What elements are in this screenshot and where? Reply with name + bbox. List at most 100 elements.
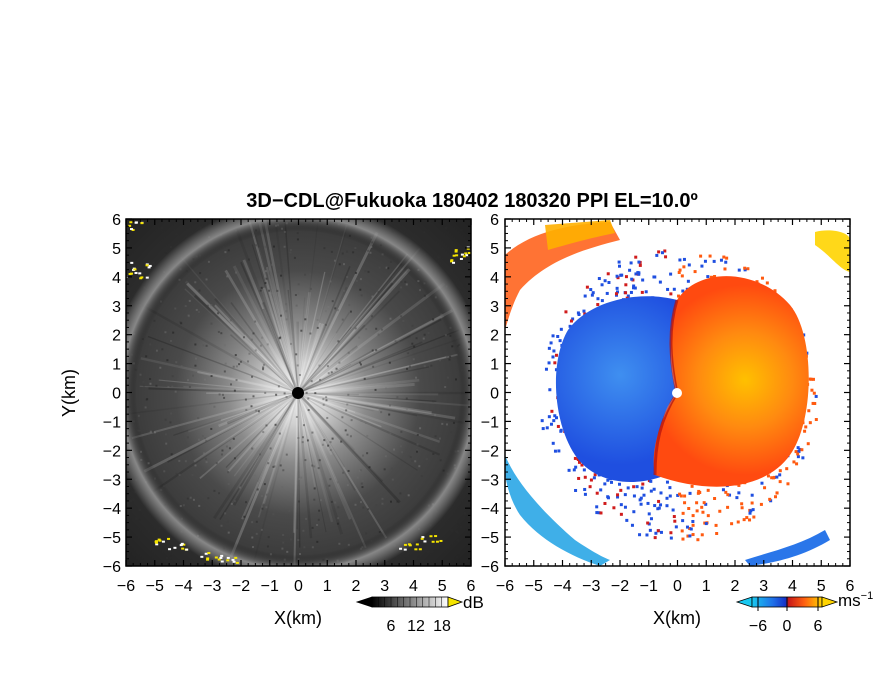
velocity-speckle [619,488,623,492]
velocity-speckle [669,531,673,535]
y-tick-label: −1 [103,414,121,431]
intensity-edge-spot [220,554,224,557]
right-y-tick-label: 6 [490,212,499,229]
velocity-speckle [666,287,670,291]
velocity-speckle [669,292,673,296]
velocity-speckle [606,272,610,276]
velocity-speckle [750,501,754,505]
velocity-speckle [721,488,725,492]
y-tick-label: −4 [103,501,121,518]
velocity-speckle [681,289,685,293]
velocity-speckle [718,509,722,513]
intensity-edge-spot [434,535,438,538]
velocity-speckle [629,261,633,265]
velocity-speckle [639,502,643,506]
intensity-edge-spot [130,261,134,264]
velocity-speckle [648,528,652,532]
velocity-speckle [702,501,706,505]
velocity-speckle [551,441,555,445]
velocity-speckle [550,409,554,413]
velocity-speckle [800,448,804,452]
velocity-speckle [595,505,599,509]
velocity-speckle [795,462,799,466]
velocity-speckle [750,493,754,497]
velocity-speckle [715,532,719,536]
velocity-speckle [641,278,645,282]
velocity-speckle [683,494,687,498]
intensity-edge-spot [179,544,183,547]
intensity-edge-spot [133,268,137,271]
left-panel-y-tick-labels: −6 −5 −4 −3 −2 −1 0 1 2 3 4 5 6 [103,212,121,576]
intensity-edge-spot [206,557,210,560]
velocity-speckle [682,257,686,261]
velocity-speckle [641,482,645,486]
intensity-edge-spot [454,249,458,252]
velocity-speckle [653,536,657,540]
intensity-edge-spot [415,543,419,546]
intensity-edge-spot [460,253,464,256]
velocity-speckle [548,388,552,392]
intensity-edge-spot [231,558,235,561]
velocity-speckle [632,284,636,288]
right-y-tick-label: 1 [490,357,499,374]
intensity-edge-spot [154,541,158,544]
velocity-speckle [544,367,548,371]
intensity-edge-spot [180,542,184,545]
intensity-edge-spot [235,561,239,564]
velocity-speckle [583,492,587,496]
velocity-speckle [632,485,636,489]
velocity-speckle [600,299,604,303]
velocity-speckle [646,521,650,525]
intensity-edge-spot [418,548,422,551]
velocity-speckle [549,422,553,426]
right-colorbar-tick-0: 0 [783,618,792,635]
velocity-speckle [679,494,683,498]
velocity-speckle [687,263,691,267]
x-tick-label: 4 [409,578,418,595]
velocity-speckle [638,263,642,267]
velocity-speckle [620,273,624,277]
intensity-edge-spot [475,249,478,251]
velocity-speckle [759,502,763,506]
velocity-speckle [630,277,634,281]
velocity-speckle [672,287,676,291]
intensity-edge-spot [423,540,427,543]
intensity-edge-spot [232,560,236,563]
right-colorbar: −6 0 6 ms−1 [735,590,873,635]
intensity-edge-spot [403,548,407,551]
y-tick-label: 1 [112,357,121,374]
intensity-edge-spot [462,255,466,258]
intensity-edge-spot [459,257,463,260]
right-y-tick-label: −3 [481,472,499,489]
velocity-speckle [773,289,777,293]
velocity-speckle [630,523,634,527]
velocity-speckle [682,265,686,269]
velocity-speckle [752,515,756,519]
velocity-speckle [649,517,653,521]
velocity-speckle [659,503,663,507]
left-colorbar-tick-18: 18 [433,618,451,635]
left-colorbar-high-arrow [447,596,464,608]
velocity-speckle [811,401,815,405]
velocity-speckle [660,251,664,255]
x-tick-label: −1 [261,578,279,595]
intensity-edge-spot [161,540,165,543]
x-tick-label: 1 [323,578,332,595]
velocity-speckle [554,368,558,372]
velocity-speckle [559,327,563,331]
velocity-speckle [726,493,730,497]
intensity-edge-spot [464,252,468,255]
velocity-speckle [704,522,708,526]
intensity-edge-spot [454,250,458,253]
velocity-speckle [639,496,643,500]
velocity-speckle [599,488,603,492]
velocity-speckle [668,486,672,490]
right-colorbar-unit-base: ms [838,591,861,610]
velocity-speckle [686,279,690,283]
intensity-edge-spot [129,272,133,275]
right-y-tick-label: 2 [490,328,499,345]
velocity-speckle [678,258,682,262]
velocity-speckle [811,377,815,381]
velocity-speckle [629,290,633,294]
velocity-speckle [665,480,669,484]
